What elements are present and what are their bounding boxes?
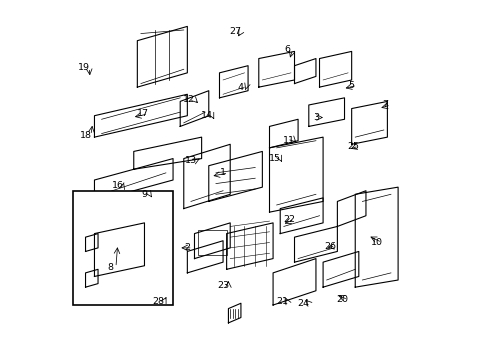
Text: 5: 5 bbox=[348, 81, 354, 90]
Text: 8: 8 bbox=[107, 263, 113, 272]
Text: 13: 13 bbox=[184, 156, 197, 165]
Text: 24: 24 bbox=[297, 299, 309, 308]
Text: 12: 12 bbox=[183, 95, 195, 104]
Text: 23: 23 bbox=[217, 281, 229, 290]
Text: 28: 28 bbox=[152, 297, 164, 306]
Text: 19: 19 bbox=[78, 63, 90, 72]
Text: 16: 16 bbox=[111, 181, 123, 190]
Text: 20: 20 bbox=[336, 295, 348, 304]
Bar bbox=[198, 230, 226, 255]
Text: 6: 6 bbox=[284, 45, 290, 54]
Text: 3: 3 bbox=[312, 113, 318, 122]
Text: 15: 15 bbox=[268, 154, 280, 163]
Text: 11: 11 bbox=[283, 136, 295, 145]
Text: 2: 2 bbox=[184, 243, 190, 252]
Bar bbox=[73, 191, 173, 305]
Text: 14: 14 bbox=[201, 111, 213, 120]
Text: 18: 18 bbox=[80, 131, 91, 140]
Text: 25: 25 bbox=[347, 141, 359, 150]
Text: 10: 10 bbox=[370, 238, 382, 247]
Text: 26: 26 bbox=[324, 242, 336, 251]
Text: 7: 7 bbox=[382, 100, 388, 109]
Text: 4: 4 bbox=[238, 83, 244, 92]
Text: 9: 9 bbox=[141, 190, 147, 199]
Text: 17: 17 bbox=[137, 109, 148, 118]
Text: 22: 22 bbox=[283, 215, 295, 224]
Text: 1: 1 bbox=[220, 168, 225, 177]
Text: 21: 21 bbox=[275, 297, 287, 306]
Text: 27: 27 bbox=[229, 27, 241, 36]
